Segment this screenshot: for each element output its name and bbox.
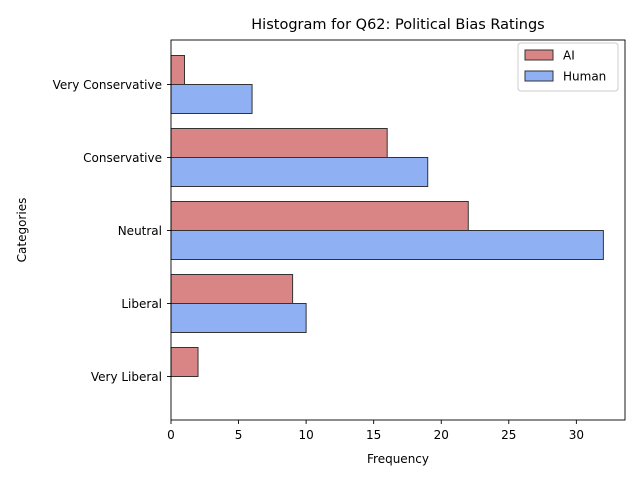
legend: AI Human — [517, 42, 619, 92]
bar-ai-conservative — [170, 128, 388, 158]
x-tick-label-15: 15 — [366, 428, 381, 442]
chart-title: Histogram for Q62: Political Bias Rating… — [251, 17, 544, 33]
bar-ai-neutral — [170, 201, 469, 231]
y-tick-label-conservative: Conservative — [83, 151, 162, 165]
x-tick-label-20: 20 — [434, 428, 449, 442]
legend-label-human: Human — [563, 70, 606, 84]
x-tick-label-30: 30 — [569, 428, 584, 442]
x-tick-label-25: 25 — [501, 428, 516, 442]
y-tick-label-very-liberal: Very Liberal — [91, 370, 162, 384]
bar-human-neutral — [170, 230, 604, 260]
legend-swatch-human — [524, 70, 554, 82]
ticks-layer: Very Conservative Conservative Neutral Libe… — [53, 78, 584, 442]
legend-label-ai: AI — [563, 49, 575, 63]
y-tick-label-liberal: Liberal — [121, 297, 162, 311]
bar-human-liberal — [170, 303, 307, 333]
bars-layer — [170, 55, 604, 377]
x-tick-label-10: 10 — [298, 428, 313, 442]
bar-ai-very-conservative — [170, 55, 186, 85]
x-tick-label-0: 0 — [167, 428, 175, 442]
bar-ai-liberal — [170, 274, 294, 304]
y-axis-label: Categories — [15, 198, 29, 263]
y-tick-label-very-conservative: Very Conservative — [53, 78, 162, 92]
plot-frame — [170, 39, 626, 421]
y-tick-label-neutral: Neutral — [118, 224, 162, 238]
x-tick-label-5: 5 — [235, 428, 243, 442]
legend-swatch-ai — [524, 49, 554, 61]
x-axis-label: Frequency — [367, 452, 429, 466]
bar-human-very-conservative — [170, 84, 253, 114]
bar-human-conservative — [170, 157, 429, 187]
bar-ai-very-liberal — [170, 347, 199, 377]
